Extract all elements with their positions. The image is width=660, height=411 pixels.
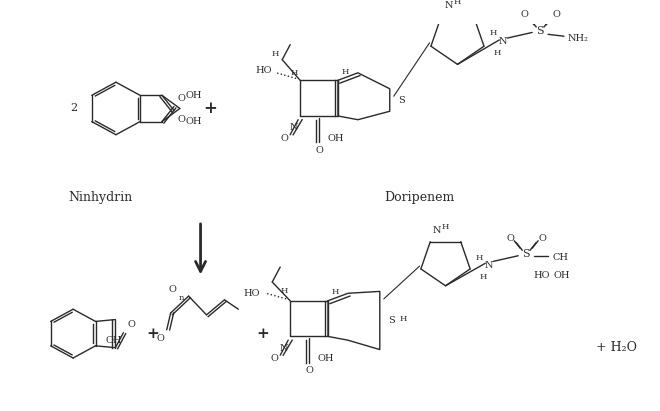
Text: + H₂O: + H₂O [596, 341, 638, 354]
Text: CH: CH [552, 253, 568, 262]
Text: O: O [538, 233, 546, 242]
Text: OH: OH [554, 271, 570, 280]
Text: N: N [499, 37, 508, 46]
Text: H: H [442, 223, 449, 231]
Text: O: O [127, 320, 135, 329]
Text: N: N [433, 226, 442, 235]
Text: OH: OH [186, 117, 203, 126]
Text: H: H [332, 288, 339, 296]
Text: HO: HO [244, 289, 260, 298]
Text: HO: HO [255, 67, 272, 76]
Text: n: n [179, 294, 184, 302]
Text: +: + [256, 327, 269, 341]
Text: +: + [203, 100, 217, 117]
Text: S: S [388, 316, 395, 325]
Text: OH: OH [105, 337, 121, 345]
Text: O: O [178, 115, 185, 124]
Text: O: O [157, 334, 165, 343]
Text: OH: OH [317, 354, 333, 363]
Text: HO: HO [534, 271, 550, 280]
Text: H: H [400, 314, 407, 323]
Text: H: H [454, 0, 461, 6]
Text: O: O [280, 134, 288, 143]
Text: H: H [475, 254, 482, 262]
Text: S: S [522, 249, 530, 259]
Text: O: O [178, 94, 185, 103]
Text: H: H [494, 49, 501, 58]
Text: S: S [537, 25, 544, 36]
Text: O: O [169, 285, 177, 294]
Text: Doripenem: Doripenem [385, 191, 455, 204]
Text: N: N [445, 1, 453, 10]
Text: N: N [290, 123, 298, 132]
Text: H: H [480, 272, 487, 281]
Text: H: H [342, 68, 349, 76]
Text: 2: 2 [71, 104, 78, 113]
Text: O: O [271, 354, 279, 363]
Text: O: O [315, 146, 323, 155]
Text: OH: OH [186, 91, 203, 100]
Text: +: + [147, 327, 159, 341]
Text: H: H [280, 287, 288, 295]
Text: O: O [506, 233, 514, 242]
Text: O: O [520, 10, 528, 19]
Text: NH₂: NH₂ [568, 34, 589, 43]
Text: H: H [272, 50, 279, 58]
Text: N: N [280, 344, 288, 353]
Text: O: O [552, 10, 560, 19]
Text: N: N [485, 261, 494, 270]
Text: Ninhydrin: Ninhydrin [69, 191, 133, 204]
Text: H: H [489, 30, 497, 37]
Text: OH: OH [327, 134, 343, 143]
Text: S: S [398, 95, 405, 104]
Text: O: O [305, 367, 313, 376]
Text: H: H [291, 69, 298, 76]
